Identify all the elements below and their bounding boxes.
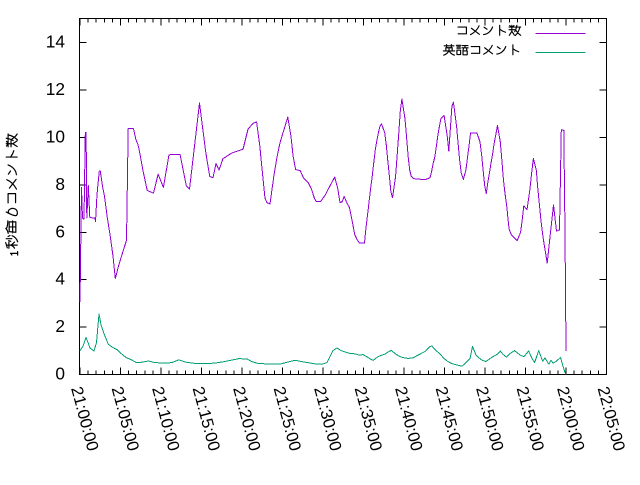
svg-text:10: 10 — [46, 127, 65, 147]
svg-text:4: 4 — [55, 269, 65, 289]
svg-text:12: 12 — [46, 79, 65, 99]
svg-text:8: 8 — [55, 174, 65, 194]
svg-text:14: 14 — [46, 32, 66, 52]
svg-text:2: 2 — [55, 316, 65, 336]
svg-text:0: 0 — [55, 364, 65, 384]
svg-text:6: 6 — [55, 221, 65, 241]
